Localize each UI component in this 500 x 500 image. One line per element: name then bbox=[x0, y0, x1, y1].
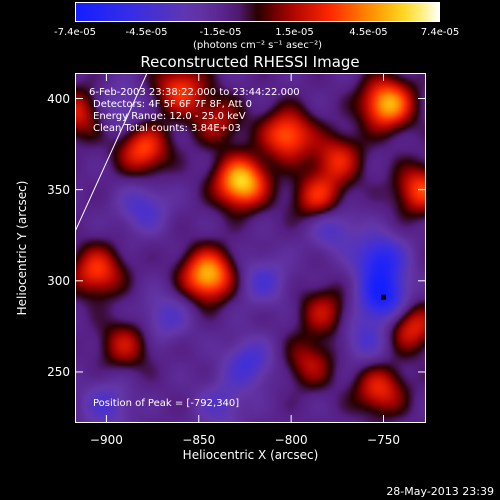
colorbar-tick-label: 4.5e-05 bbox=[349, 27, 388, 38]
colorbar-tick-label: 7.4e-05 bbox=[420, 27, 460, 38]
colorbar-tick-label: -7.4e-05 bbox=[54, 27, 96, 38]
y-tick-label: 350 bbox=[47, 182, 70, 197]
x-axis-label: Heliocentric X (arcsec) bbox=[182, 448, 319, 462]
x-tick-label: −900 bbox=[89, 433, 123, 447]
y-tick-label: 400 bbox=[47, 91, 70, 106]
x-tick-label: −850 bbox=[182, 433, 216, 447]
x-tick-label: −800 bbox=[274, 433, 308, 447]
y-tick-label: 300 bbox=[47, 273, 70, 288]
solar-limb-line bbox=[75, 73, 148, 232]
peak-position-label: Position of Peak = [-792,340] bbox=[93, 398, 240, 409]
colorbar-tick-label: -1.5e-05 bbox=[199, 27, 242, 38]
plot-area: 6-Feb-2003 23:38:22.000 to 23:44:22.000 … bbox=[75, 73, 426, 423]
annotation-energy-range: Energy Range: 12.0 - 25.0 keV bbox=[93, 111, 246, 122]
colorbar-unit: (photons cm⁻² s⁻¹ asec⁻²) bbox=[192, 40, 323, 51]
peak-marker bbox=[381, 294, 387, 300]
y-axis-label: Heliocentric Y (arcsec) bbox=[15, 180, 29, 316]
plot-overlay bbox=[75, 73, 426, 423]
colorbar bbox=[75, 2, 440, 22]
y-tick-label: 250 bbox=[47, 364, 70, 379]
timestamp: 28-May-2013 23:39 bbox=[386, 485, 494, 498]
annotation-time-range: 6-Feb-2003 23:38:22.000 to 23:44:22.000 bbox=[89, 87, 300, 98]
x-tick-label: −750 bbox=[367, 433, 400, 447]
annotation-counts: Clean Total counts: 3.84E+03 bbox=[93, 123, 241, 134]
colorbar-tick-label: -4.5e-05 bbox=[125, 27, 168, 38]
heatmap-image bbox=[75, 73, 426, 423]
annotation-detectors: Detectors: 4F 5F 6F 7F 8F, Att 0 bbox=[93, 99, 253, 110]
colorbar-tick-label: 1.5e-05 bbox=[275, 27, 314, 38]
plot-frame bbox=[75, 73, 426, 423]
chart-title: Reconstructed RHESSI Image bbox=[140, 53, 360, 71]
